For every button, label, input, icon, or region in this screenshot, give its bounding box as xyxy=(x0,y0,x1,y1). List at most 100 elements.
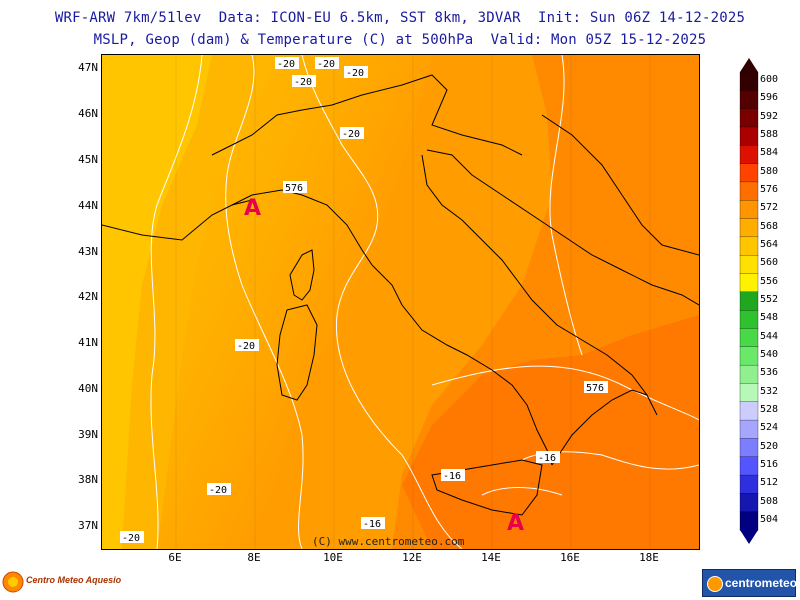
band-580 xyxy=(402,315,699,549)
svg-text:-20: -20 xyxy=(122,533,140,544)
copyright-text: (C) www.centrometeo.com xyxy=(312,535,465,548)
logo-right-text: centrometeo xyxy=(725,576,798,590)
colorbar-swatch xyxy=(739,255,759,275)
colorbar-label: 524 xyxy=(760,422,779,434)
colorbar-swatch xyxy=(739,145,759,165)
logo-centrometeo[interactable]: centrometeo xyxy=(702,569,798,597)
colorbar-label: 556 xyxy=(760,275,779,287)
colorbar-label: 508 xyxy=(760,495,779,507)
geop-label: 576 xyxy=(584,381,608,394)
colorbar-label: 576 xyxy=(760,184,779,196)
temp-label: -20 xyxy=(235,339,259,352)
colorbar-swatch xyxy=(739,438,759,458)
colorbar-label: 520 xyxy=(760,440,779,452)
logo-left-text: Centro Meteo Aquesio xyxy=(26,575,122,585)
colorbar-swatch xyxy=(739,108,759,128)
svg-text:-20: -20 xyxy=(294,77,312,88)
colorbar-label: 596 xyxy=(760,92,779,104)
colorbar-label: 584 xyxy=(760,147,779,159)
svg-text:576: 576 xyxy=(586,383,604,394)
colorbar-swatch xyxy=(739,71,759,91)
svg-text:-16: -16 xyxy=(443,471,461,482)
lat-label: 41N xyxy=(78,336,98,349)
colorbar-label: 600 xyxy=(760,74,779,86)
colorbar-label: 552 xyxy=(760,294,779,305)
colorbar-label: 512 xyxy=(760,477,779,489)
colorbar-swatch xyxy=(739,364,759,385)
colorbar-swatch xyxy=(739,126,759,146)
high-pressure-marker: A xyxy=(507,511,524,536)
lon-label: 10E xyxy=(323,551,343,564)
lat-label: 42N xyxy=(78,290,98,303)
lon-label: 6E xyxy=(168,551,182,564)
colorbar-swatch xyxy=(739,383,759,403)
temp-label: -20 xyxy=(344,66,368,79)
colorbar-swatch xyxy=(739,328,759,348)
colorbar-label: 564 xyxy=(760,239,779,251)
colorbar-swatch xyxy=(739,474,759,495)
colorbar-swatch xyxy=(739,291,759,311)
colorbar-swatch xyxy=(739,346,759,366)
lon-label: 12E xyxy=(402,551,422,564)
temperature-isolines xyxy=(150,55,699,549)
geop-label: 576 xyxy=(283,181,307,194)
temp-label: -20 xyxy=(340,127,364,140)
coastlines xyxy=(102,74,699,516)
colorbar-label: 560 xyxy=(760,257,779,269)
lon-label: 14E xyxy=(481,551,501,564)
colorbar-label: 568 xyxy=(760,220,779,232)
svg-text:-20: -20 xyxy=(277,59,295,70)
lat-label: 39N xyxy=(78,428,98,441)
lat-label: 46N xyxy=(78,107,98,120)
svg-text:-20: -20 xyxy=(346,68,364,79)
colorbar-label: 592 xyxy=(760,110,779,122)
colorbar-label: 540 xyxy=(760,348,779,360)
colorbar-swatch xyxy=(739,236,759,256)
colorbar-swatch xyxy=(739,310,759,330)
lat-label: 38N xyxy=(78,473,98,486)
geop-contour xyxy=(431,365,699,421)
svg-text:-16: -16 xyxy=(363,519,381,530)
lat-label: 43N xyxy=(78,245,98,258)
lat-label: 40N xyxy=(78,382,98,395)
colorbar-bottom-arrow xyxy=(740,530,758,544)
graticule xyxy=(175,55,651,549)
weather-map[interactable]: -20 -20 -20 -20 -20 -20 -20 -20 -16 -16 … xyxy=(101,54,700,550)
colorbar-label: 588 xyxy=(760,129,779,141)
colorbar-label: 544 xyxy=(760,330,779,342)
isoline-labels: -20 -20 -20 -20 -20 -20 -20 -20 -16 -16 … xyxy=(120,57,608,544)
colorbar-swatch xyxy=(739,90,759,110)
colorbar-label: 516 xyxy=(760,458,779,470)
colorbar-label: 532 xyxy=(760,385,779,397)
colorbar-label: 528 xyxy=(760,403,779,415)
colorbar-label: 548 xyxy=(760,312,779,324)
chart-title-line2: MSLP, Geop (dam) & Temperature (C) at 50… xyxy=(93,32,707,48)
logo-centro-meteo-aquesio[interactable]: Centro Meteo Aquesio xyxy=(2,569,121,595)
svg-text:-20: -20 xyxy=(237,341,255,352)
colorbar-swatch xyxy=(739,200,759,220)
colorbar-swatch xyxy=(739,218,759,238)
globe-icon xyxy=(2,571,24,593)
chart-title-line1: WRF-ARW 7km/51lev Data: ICON-EU 6.5km, S… xyxy=(54,10,746,26)
colorbar-label: 580 xyxy=(760,165,779,177)
lat-label: 47N xyxy=(78,61,98,74)
colorbar-swatch xyxy=(739,163,759,183)
lon-label: 8E xyxy=(247,551,261,564)
temp-label: -20 xyxy=(120,531,144,544)
band-564 xyxy=(102,55,212,549)
temp-label: -20 xyxy=(275,57,299,70)
high-pressure-marker: A xyxy=(244,196,261,221)
colorbar-swatch xyxy=(739,511,759,531)
colorbar-label: 536 xyxy=(760,367,779,379)
colorbar-top-arrow xyxy=(740,58,758,72)
svg-text:-16: -16 xyxy=(538,453,556,464)
band-568 xyxy=(122,55,277,549)
colorbar-swatch xyxy=(739,456,759,476)
svg-text:576: 576 xyxy=(285,183,303,194)
colorbar-swatch xyxy=(739,273,759,293)
lat-label: 37N xyxy=(78,519,98,532)
colorbar-label: 572 xyxy=(760,202,779,214)
lon-label: 16E xyxy=(560,551,580,564)
lat-label: 45N xyxy=(78,153,98,166)
map-canvas: -20 -20 -20 -20 -20 -20 -20 -20 -16 -16 … xyxy=(102,55,699,549)
